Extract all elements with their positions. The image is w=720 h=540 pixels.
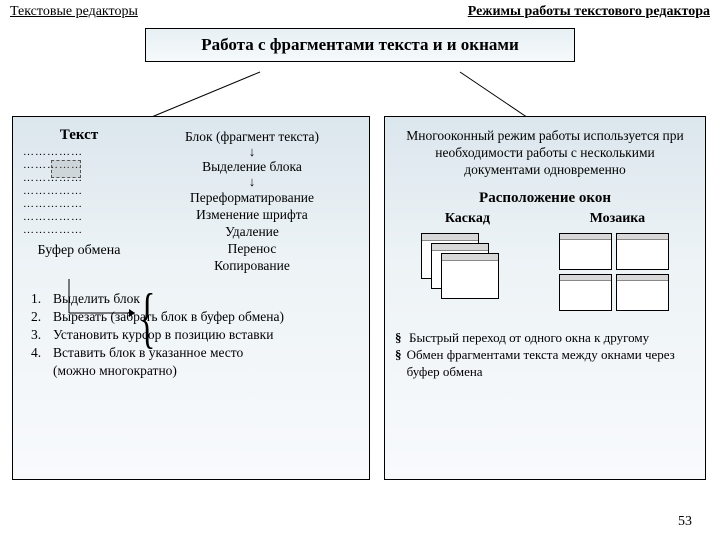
text-dots: …………… …………… …………… …………… …………… …………… …………… [23,146,135,237]
bullets: §Быстрый переход от одного окна к другом… [395,329,695,380]
page-number: 53 [678,514,692,530]
op-reformat: Переформатирование [145,189,359,206]
arrow-icon: ↓ [145,177,359,187]
operations-list: Переформатирование Изменение шрифта Удал… [145,189,359,274]
selection-box [51,160,81,178]
header-right: Режимы работы текстового редактора [468,4,710,20]
op-delete: Удаление [145,223,359,240]
step-num: 1. [31,290,53,308]
header: Текстовые редакторы Режимы работы тексто… [0,0,720,22]
cascade-diagram [421,233,507,307]
step-num: 2. [31,308,53,326]
bullet-1: Быстрый переход от одного окна к другому [409,329,649,346]
step-num [31,362,53,380]
buffer-arrow [57,273,157,343]
flow-column: Блок (фрагмент текста) ↓ Выделение блока… [145,127,359,274]
bullet-2: Обмен фрагментами текста между окнами че… [407,346,695,380]
mode-cascade: Каскад [445,211,490,227]
right-panel: Многооконный режим работы используется п… [384,116,706,480]
right-intro: Многооконный режим работы используется п… [395,127,695,178]
op-move: Перенос [145,240,359,257]
left-panel: Текст …………… …………… …………… …………… …………… …………… [12,116,370,480]
mode-mosaic: Мозаика [590,211,646,227]
window-modes: Каскад Мозаика [395,211,695,227]
arrow-icon: ↓ [145,147,359,157]
text-label: Текст [23,127,135,144]
step-num: 3. [31,326,53,344]
step-num: 4. [31,344,53,362]
main-title: Работа с фрагментами текста и и окнами [145,28,575,62]
text-block: Текст …………… …………… …………… …………… …………… …………… [23,127,135,274]
bullet-icon: § [395,329,409,346]
header-left: Текстовые редакторы [10,4,138,20]
op-copy: Копирование [145,257,359,274]
op-font: Изменение шрифта [145,206,359,223]
flow-select: Выделение блока [145,159,359,175]
flow-block: Блок (фрагмент текста) [145,129,359,145]
mosaic-diagram [559,233,669,311]
buffer-label: Буфер обмена [23,243,135,259]
bullet-icon: § [395,346,407,380]
right-heading: Расположение окон [395,190,695,207]
step-4b: (можно многократно) [53,362,177,380]
